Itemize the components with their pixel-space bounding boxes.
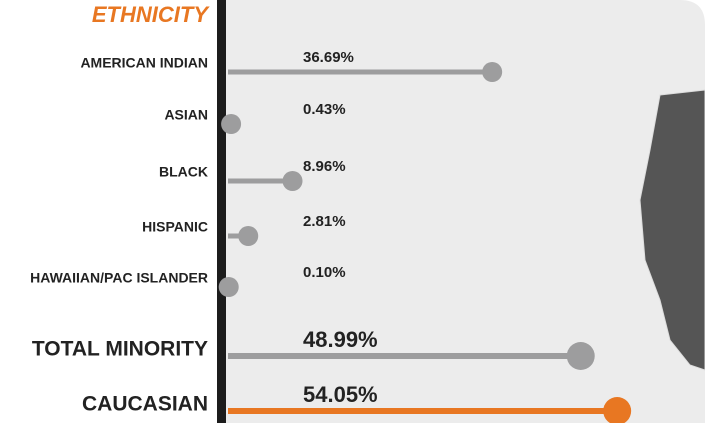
panel — [226, 0, 705, 423]
dot — [482, 62, 503, 82]
value-label: 8.96% — [303, 158, 346, 175]
category-label: AMERICAN INDIAN — [80, 55, 208, 71]
value-label: 54.05% — [303, 382, 378, 407]
dot — [282, 171, 303, 191]
category-label: ASIAN — [164, 107, 208, 123]
dot — [566, 342, 595, 370]
category-label: HAWAIIAN/PAC ISLANDER — [30, 270, 208, 286]
value-label: 0.43% — [303, 101, 346, 118]
value-label: 0.10% — [303, 264, 346, 281]
category-label: TOTAL MINORITY — [32, 338, 208, 361]
dot — [603, 397, 632, 423]
value-label: 2.81% — [303, 213, 346, 230]
category-label: CAUCASIAN — [82, 393, 208, 416]
category-label: BLACK — [159, 164, 208, 180]
map — [639, 89, 705, 371]
value-label: 48.99% — [303, 327, 378, 352]
dot — [221, 114, 242, 134]
chart-title: ETHNICITY — [92, 2, 210, 27]
dot — [238, 226, 259, 246]
category-label: HISPANIC — [142, 219, 208, 235]
value-label: 36.69% — [303, 49, 354, 66]
dot — [218, 277, 239, 297]
axis-bar — [217, 0, 226, 423]
